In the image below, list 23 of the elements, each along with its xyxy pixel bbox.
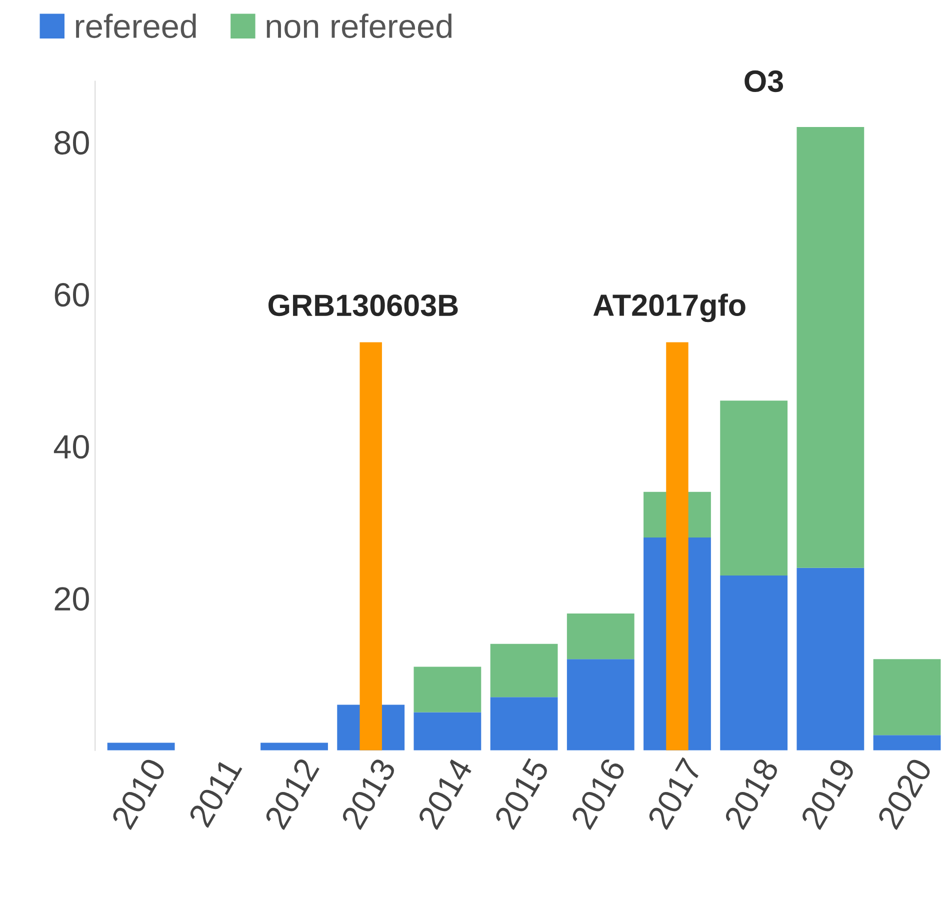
bar xyxy=(796,568,864,750)
bar xyxy=(873,659,941,736)
annotation: O3 xyxy=(744,70,784,92)
bar xyxy=(720,575,788,750)
bar xyxy=(490,697,558,750)
ref-line-label: AT2017gfo xyxy=(593,294,746,322)
bar xyxy=(566,613,634,660)
bar xyxy=(873,735,941,750)
bar xyxy=(107,742,175,750)
y-tick-label: 60 xyxy=(54,283,89,307)
bar xyxy=(566,659,634,750)
bar xyxy=(490,644,558,698)
legend-label: non refereed xyxy=(266,14,452,38)
bar xyxy=(720,400,788,576)
y-tick-label: 40 xyxy=(54,435,89,459)
y-tick-label: 20 xyxy=(54,587,89,611)
legend-label: refereed xyxy=(76,14,196,38)
bar xyxy=(414,712,482,750)
ref-line-label: GRB130603B xyxy=(268,294,458,316)
y-tick-label: 80 xyxy=(54,130,89,155)
bar xyxy=(414,666,482,712)
bar xyxy=(796,126,864,568)
bar xyxy=(260,742,328,750)
